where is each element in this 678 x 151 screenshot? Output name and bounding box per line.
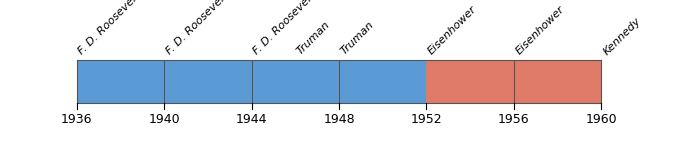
Text: 1936: 1936 <box>61 113 92 126</box>
Text: F. D. Roosevelt: F. D. Roosevelt <box>77 0 142 57</box>
Text: 1960: 1960 <box>586 113 617 126</box>
Text: 1944: 1944 <box>236 113 267 126</box>
Text: Truman: Truman <box>295 20 332 57</box>
Text: F. D. Roosevelt: F. D. Roosevelt <box>164 0 229 57</box>
Text: F. D. Roosevelt: F. D. Roosevelt <box>252 0 317 57</box>
Bar <box>77 60 426 103</box>
Text: Truman: Truman <box>339 20 376 57</box>
Text: 1948: 1948 <box>323 113 355 126</box>
Text: Kennedy: Kennedy <box>601 15 643 57</box>
Bar <box>426 60 601 103</box>
Text: 1952: 1952 <box>411 113 442 126</box>
Text: Eisenhower: Eisenhower <box>426 4 479 57</box>
Text: 1940: 1940 <box>148 113 180 126</box>
Text: Eisenhower: Eisenhower <box>514 4 566 57</box>
Text: 1956: 1956 <box>498 113 530 126</box>
